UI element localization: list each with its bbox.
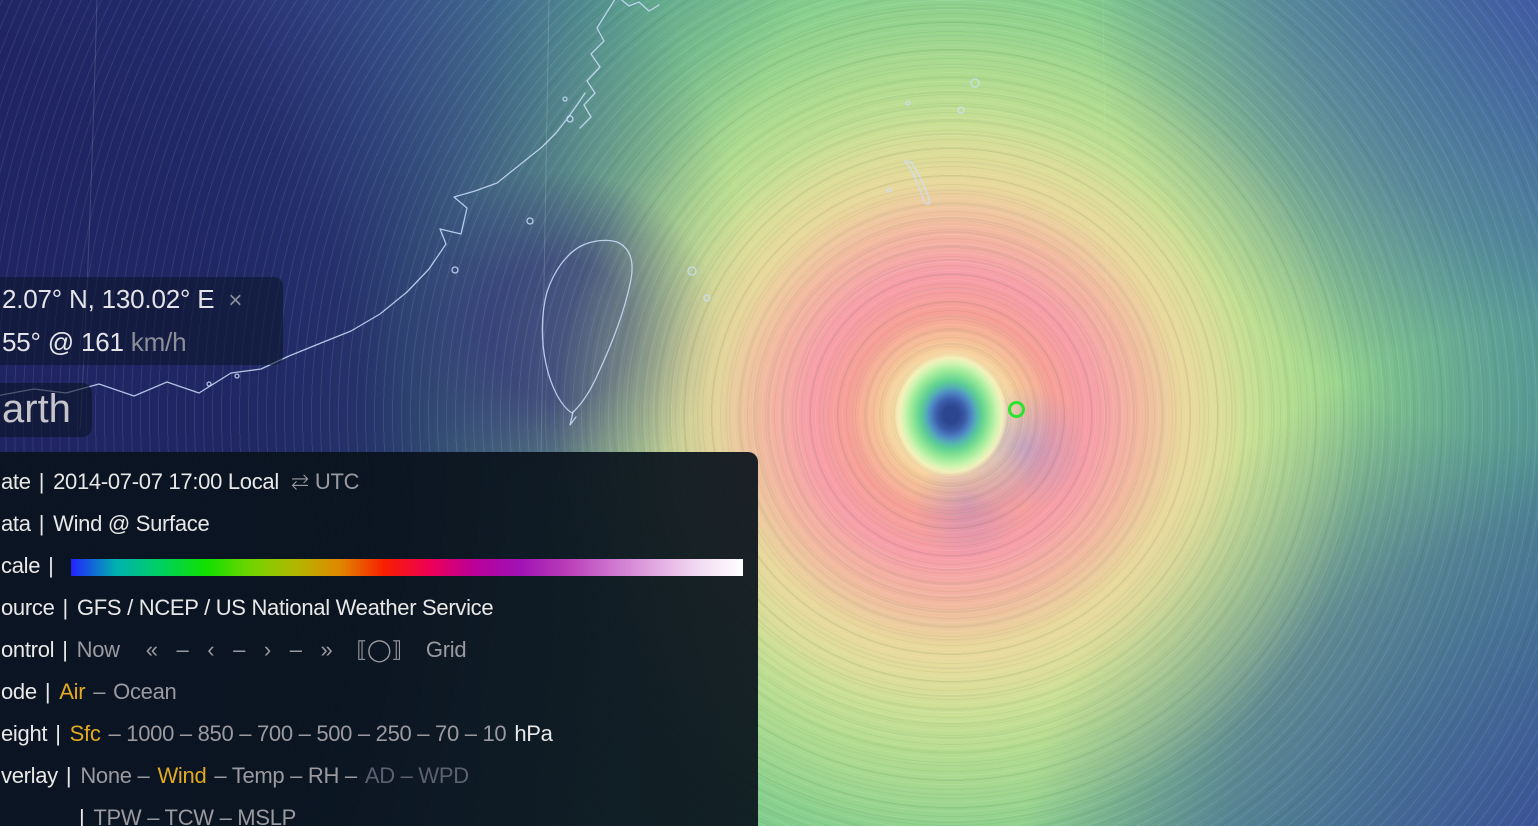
separator-pipe: |: [55, 721, 61, 746]
coastline-china: [0, 92, 586, 397]
menu-row-height: eight | Sfc – 1000 – 850 – 700 – 500 – 250 …: [0, 713, 758, 755]
coastline-islets: [206, 78, 980, 387]
mode-separator: –: [93, 679, 106, 704]
menu-label-overlay: verlay: [1, 763, 58, 788]
grid-toggle[interactable]: Grid: [425, 637, 467, 662]
menu-label-control: ontrol: [1, 637, 55, 662]
separator-pipe: |: [38, 511, 45, 536]
separator-pipe: |: [48, 553, 54, 578]
earth-menu-button[interactable]: arth: [0, 383, 92, 437]
mode-air-option[interactable]: Air: [59, 679, 86, 704]
menu-row-data: ata | Wind @ Surface: [0, 503, 758, 545]
overlay-more-options[interactable]: TPW – TCW – MSLP: [93, 805, 297, 826]
overlay-wind-option[interactable]: Wind: [157, 763, 207, 788]
menu-panel: ate | 2014-07-07 17:00 Local ⇄ UTC ata | Wind…: [0, 452, 758, 826]
height-level-options[interactable]: – 1000 – 850 – 700 – 500 – 250 – 70 – 10: [108, 721, 507, 746]
close-icon[interactable]: ×: [228, 287, 243, 314]
menu-label-height: eight: [1, 721, 48, 746]
menu-row-overlay: verlay | None – Wind – Temp – RH – AD – WPD: [0, 755, 758, 797]
coastline-taiwan-tail: [569, 411, 577, 426]
control-now-button[interactable]: Now: [76, 637, 120, 662]
separator-pipe: |: [38, 469, 45, 494]
location-wind-reading: 55° @ 161: [2, 327, 124, 357]
separator-pipe: |: [65, 763, 72, 788]
menu-label-date: ate: [1, 469, 31, 494]
menu-label-data: ata: [1, 511, 31, 536]
menu-label-mode: ode: [1, 679, 37, 704]
wind-units-label: km/h: [130, 327, 187, 357]
current-datetime: 2014-07-07 17:00 Local: [53, 469, 279, 494]
mode-ocean-option[interactable]: Ocean: [113, 679, 177, 704]
location-popup: 2.07° N, 130.02° E × 55° @ 161 km/h: [0, 277, 283, 365]
overlay-temp-rh-options[interactable]: – Temp – RH –: [214, 763, 357, 788]
location-coordinates-line: 2.07° N, 130.02° E ×: [2, 278, 283, 321]
earth-logo-text: arth: [2, 387, 71, 431]
show-location-button[interactable]: ⟦◯⟧: [356, 637, 402, 662]
location-coordinates: 2.07° N, 130.02° E: [2, 284, 215, 314]
menu-row-source: ource | GFS / NCEP / US National Weather S…: [0, 587, 758, 629]
height-units-label: hPa: [514, 721, 553, 746]
menu-label-scale: cale: [1, 553, 41, 578]
color-scale-bar[interactable]: [70, 558, 743, 576]
separator-pipe: |: [62, 595, 69, 620]
menu-row-scale: cale |: [0, 545, 758, 587]
coastline-okinawa: [904, 160, 931, 205]
utc-toggle[interactable]: ⇄ UTC: [290, 469, 360, 494]
menu-row-control: ontrol | Now « – ‹ – › – » ⟦◯⟧ Grid: [0, 629, 758, 671]
coastline-taiwan: [541, 239, 633, 414]
location-marker[interactable]: [1008, 401, 1025, 418]
coastline-kyushu-west: [579, 0, 616, 129]
overlay-ad-wpd-options[interactable]: AD – WPD: [364, 763, 469, 788]
separator-pipe: |: [79, 805, 85, 826]
overlay-none-option[interactable]: None –: [80, 763, 150, 788]
typhoon-eye: [895, 353, 1007, 477]
source-label: GFS / NCEP / US National Weather Service: [76, 595, 494, 620]
height-sfc-option[interactable]: Sfc: [69, 721, 101, 746]
menu-row-date: ate | 2014-07-07 17:00 Local ⇄ UTC: [0, 461, 758, 503]
separator-pipe: |: [44, 679, 51, 704]
menu-row-overlay-more: | TPW – TCW – MSLP: [0, 797, 758, 826]
separator-pipe: |: [62, 637, 68, 662]
coastline-kyushu-north: [620, 0, 660, 12]
control-nav-buttons[interactable]: « – ‹ – › – »: [145, 637, 333, 662]
location-wind-line: 55° @ 161 km/h: [2, 321, 283, 364]
data-layer-label: Wind @ Surface: [53, 511, 210, 536]
menu-row-mode: ode | Air – Ocean: [0, 671, 758, 713]
menu-label-source: ource: [1, 595, 55, 620]
